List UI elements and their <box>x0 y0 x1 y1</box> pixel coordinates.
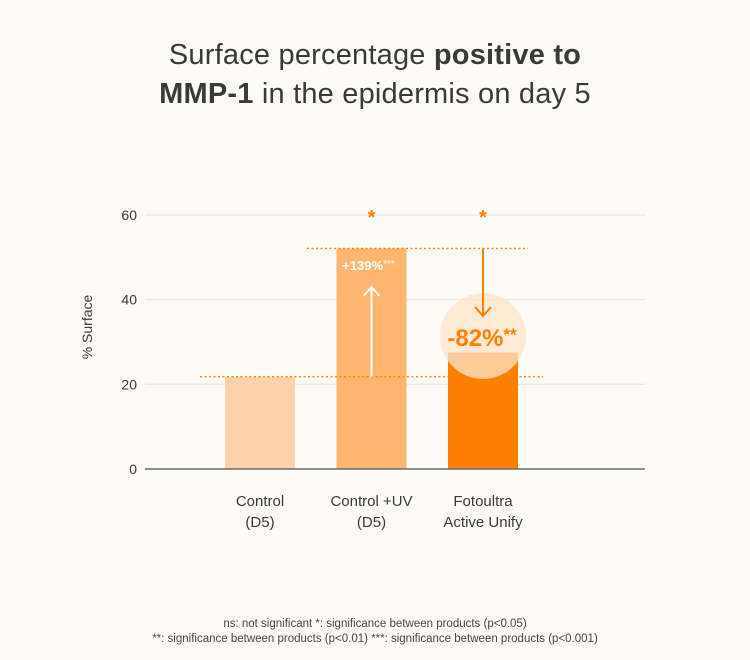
x-axis-labels: Control (D5) Control +UV (D5) Fotoultra Activ… <box>236 493 523 531</box>
footnote-line1: ns: not significant *: significance betw… <box>223 618 527 630</box>
y-tick-label: 60 <box>121 207 137 223</box>
highlight-circle <box>440 293 526 379</box>
x-tick-label-line1: Control +UV <box>330 493 412 510</box>
footnote-line2: **: significance between products (p<0.0… <box>152 633 598 645</box>
bar <box>225 376 295 469</box>
increase-stars: *** <box>383 259 395 270</box>
y-axis-ticks: 0 20 40 60 <box>121 207 137 477</box>
title-line1-bold: positive to <box>433 39 582 71</box>
x-tick-label: Control (D5) <box>236 493 284 531</box>
title-line1-regular: Surface percentage <box>168 39 434 71</box>
x-tick-label-line1: Control <box>236 493 284 510</box>
down-arrow-head-icon <box>474 306 492 318</box>
y-axis-label: % Surface <box>79 294 95 359</box>
up-arrow-head-icon <box>362 285 381 297</box>
chart-title: Surface percentage positive to MMP-1 in … <box>0 36 750 114</box>
decrease-stars: ** <box>503 325 517 344</box>
significance-mark: * <box>368 207 376 229</box>
x-tick-label-line2: (D5) <box>245 514 274 531</box>
increase-label: +139%*** <box>342 258 395 273</box>
significance-mark: * <box>479 207 487 229</box>
y-tick-label: 40 <box>121 292 137 308</box>
x-tick-label: Control +UV (D5) <box>330 493 412 531</box>
title-line2-regular: in the epidermis on day 5 <box>253 78 591 110</box>
x-tick-label: Fotoultra Active Unify <box>443 493 523 531</box>
annotations: +139%***-82%** <box>342 248 526 379</box>
x-tick-label-line2: Active Unify <box>443 514 523 531</box>
x-tick-label-line1: Fotoultra <box>453 493 513 510</box>
title-line2-bold: MMP-1 <box>159 78 254 110</box>
y-tick-label: 0 <box>129 461 137 477</box>
y-tick-label: 20 <box>121 376 137 392</box>
x-tick-label-line2: (D5) <box>357 514 386 531</box>
footnote: ns: not significant *: significance betw… <box>0 617 750 647</box>
